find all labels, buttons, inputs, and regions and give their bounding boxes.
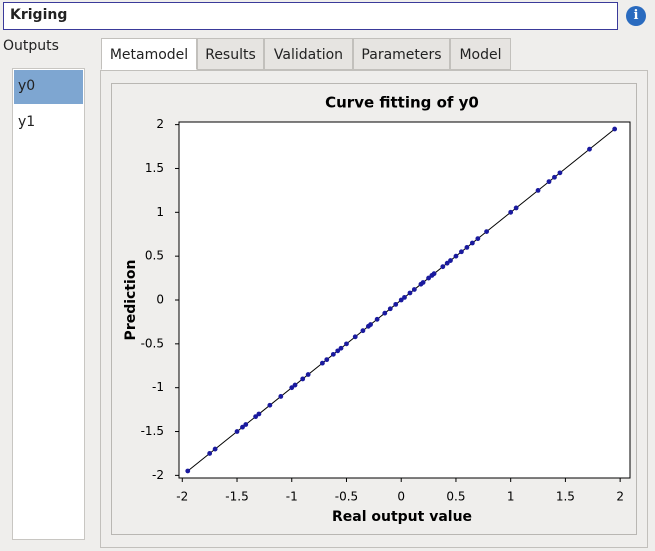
x-tick-label: -2	[176, 490, 188, 504]
point	[587, 146, 592, 152]
outputs-list: y0 y1	[12, 68, 85, 540]
y-tick-label: 2	[156, 117, 164, 131]
name-field[interactable]: Kriging	[3, 2, 618, 30]
tab[interactable]: Model	[450, 38, 511, 70]
point	[352, 334, 358, 340]
tab[interactable]: Validation	[264, 38, 353, 70]
point	[212, 446, 218, 452]
point	[292, 382, 298, 388]
plot-area	[178, 121, 631, 479]
point	[207, 451, 213, 456]
point	[440, 264, 446, 270]
point	[513, 205, 519, 211]
point	[402, 294, 407, 300]
point	[444, 260, 450, 266]
x-tick-label: 0.5	[446, 490, 465, 504]
x-tick-label: 2	[616, 490, 624, 504]
point	[368, 322, 373, 327]
tab[interactable]: Results	[197, 38, 264, 70]
x-tick-label: 0	[397, 490, 405, 504]
point	[426, 275, 431, 281]
point	[324, 357, 330, 363]
point	[305, 372, 311, 377]
point	[552, 174, 557, 180]
point	[382, 310, 388, 316]
point	[453, 253, 459, 259]
output-item[interactable]: y0	[14, 70, 83, 104]
point	[420, 280, 426, 285]
point	[464, 244, 470, 250]
x-tick-label: 1.5	[556, 490, 575, 504]
point	[300, 376, 306, 382]
x-tick-label: -1.5	[225, 490, 248, 504]
point	[289, 385, 295, 391]
info-button[interactable]: i	[626, 6, 646, 26]
point	[278, 394, 284, 399]
point	[431, 271, 437, 277]
point	[535, 187, 541, 193]
point	[469, 240, 475, 246]
y-tick-label: -0.5	[141, 336, 164, 350]
point	[398, 297, 404, 303]
point	[320, 360, 325, 366]
chart-title: Curve fitting of y0	[325, 94, 479, 112]
y-tick-label: 1	[156, 205, 164, 219]
y-tick-label: 1.5	[145, 161, 164, 175]
y-tick-label: 0	[156, 293, 164, 307]
point	[344, 341, 349, 347]
y-tick-label: -1	[152, 380, 164, 394]
point	[335, 348, 341, 354]
point	[393, 301, 399, 307]
y-tick-label: -1.5	[141, 424, 164, 438]
output-item[interactable]: y1	[18, 114, 36, 130]
point	[508, 209, 514, 215]
tab[interactable]: Metamodel	[101, 38, 197, 70]
point	[475, 236, 481, 242]
point	[234, 429, 240, 434]
point	[256, 411, 262, 417]
y-axis-label: Prediction	[123, 260, 139, 341]
point	[407, 290, 413, 296]
point	[484, 229, 489, 235]
x-axis-label: Real output value	[332, 509, 472, 525]
x-tick-label: -0.5	[335, 490, 358, 504]
point	[612, 126, 618, 132]
x-tick-label: 1	[507, 490, 515, 504]
point	[185, 468, 191, 474]
point	[253, 414, 259, 420]
point	[448, 258, 453, 263]
point	[459, 249, 464, 255]
point	[360, 328, 366, 334]
tab[interactable]: Parameters	[353, 38, 450, 70]
point	[546, 179, 552, 185]
point	[387, 306, 393, 312]
point	[243, 422, 249, 427]
point	[557, 170, 563, 176]
point	[374, 316, 380, 322]
y-tick-label: 0.5	[145, 249, 164, 263]
point	[338, 345, 344, 351]
outputs-label: Outputs	[3, 38, 59, 54]
point	[240, 424, 245, 430]
y-tick-label: -2	[152, 468, 164, 482]
point	[330, 351, 336, 357]
x-tick-label: -1	[286, 490, 298, 504]
point	[411, 287, 417, 292]
point	[267, 402, 273, 408]
